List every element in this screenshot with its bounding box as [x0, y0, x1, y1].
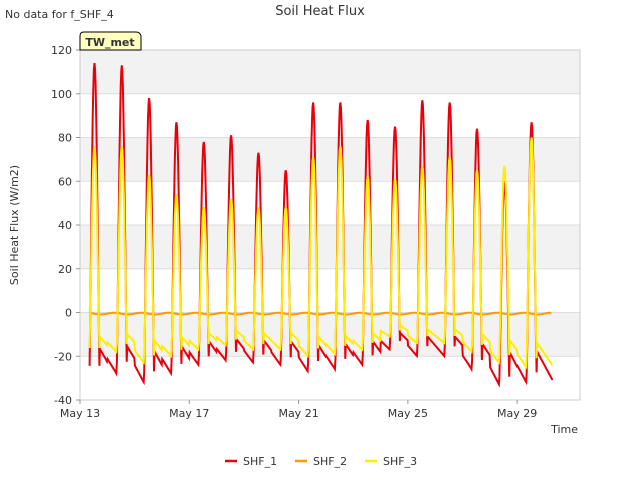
- legend-label-shf-3: SHF_3: [383, 455, 417, 468]
- series-line-shf-2: [89, 311, 552, 316]
- legend-label-shf-2: SHF_2: [313, 455, 347, 468]
- y-tick-label: 60: [58, 175, 72, 188]
- y-axis-label: Soil Heat Flux (W/m2): [8, 165, 21, 285]
- y-tick-label: 20: [58, 263, 72, 276]
- y-tick-label: 80: [58, 132, 72, 145]
- site-badge: TW_met: [79, 31, 142, 51]
- y-tick-label: -20: [54, 350, 72, 363]
- x-tick-label: May 13: [60, 407, 100, 420]
- x-tick-label: May 29: [497, 407, 537, 420]
- legend-label-shf-1: SHF_1: [243, 455, 277, 468]
- plot-band: [80, 225, 580, 269]
- plot-band: [80, 50, 580, 94]
- series-line-shf-1: [88, 62, 554, 388]
- y-tick-label: -40: [54, 394, 72, 407]
- chart-title: Soil Heat Flux: [275, 4, 365, 19]
- plot-band: [80, 137, 580, 182]
- y-axis: -40 -20 0 20 40 60 80 100 120: [51, 44, 80, 407]
- x-tick-label: May 17: [169, 407, 209, 420]
- series-layer: [88, 62, 554, 388]
- plot-band: [80, 181, 580, 225]
- plot-band: [80, 268, 580, 313]
- site-badge-label: TW_met: [85, 36, 134, 49]
- x-axis-label: Time: [550, 423, 578, 436]
- x-tick-label: May 21: [278, 407, 318, 420]
- plot-area: [80, 50, 580, 400]
- y-tick-label: 0: [65, 307, 72, 320]
- y-tick-label: 120: [51, 44, 72, 57]
- x-axis: May 13 May 17 May 21 May 25 May 29: [60, 400, 537, 420]
- no-data-note: No data for f_SHF_4: [5, 8, 114, 21]
- series-line-shf-3: [88, 137, 554, 370]
- legend: SHF_1 SHF_2 SHF_3: [225, 455, 417, 468]
- x-tick-label: May 25: [388, 407, 428, 420]
- y-tick-label: 40: [58, 219, 72, 232]
- y-tick-label: 100: [51, 88, 72, 101]
- plot-band: [80, 93, 580, 138]
